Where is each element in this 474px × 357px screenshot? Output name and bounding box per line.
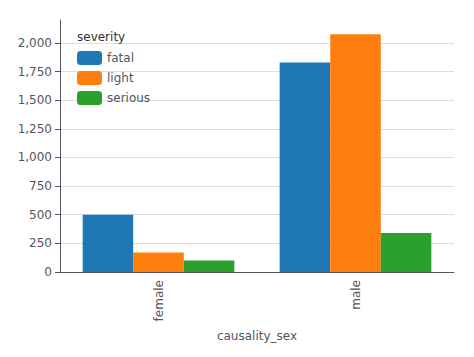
svg-text:1,000: 1,000 bbox=[18, 150, 52, 164]
svg-text:light: light bbox=[107, 71, 134, 85]
svg-text:severity: severity bbox=[77, 30, 125, 44]
svg-text:1,500: 1,500 bbox=[18, 93, 52, 107]
svg-text:male: male bbox=[349, 280, 363, 310]
svg-text:female: female bbox=[152, 280, 166, 321]
svg-text:0: 0 bbox=[44, 265, 52, 279]
svg-text:250: 250 bbox=[29, 236, 52, 250]
svg-text:750: 750 bbox=[29, 179, 52, 193]
svg-text:1,750: 1,750 bbox=[18, 65, 52, 79]
svg-text:1,250: 1,250 bbox=[18, 122, 52, 136]
svg-text:500: 500 bbox=[29, 208, 52, 222]
svg-text:serious: serious bbox=[107, 91, 150, 105]
svg-text:2,000: 2,000 bbox=[18, 36, 52, 50]
svg-text:causality_sex: causality_sex bbox=[217, 329, 297, 343]
svg-text:fatal: fatal bbox=[107, 51, 134, 65]
